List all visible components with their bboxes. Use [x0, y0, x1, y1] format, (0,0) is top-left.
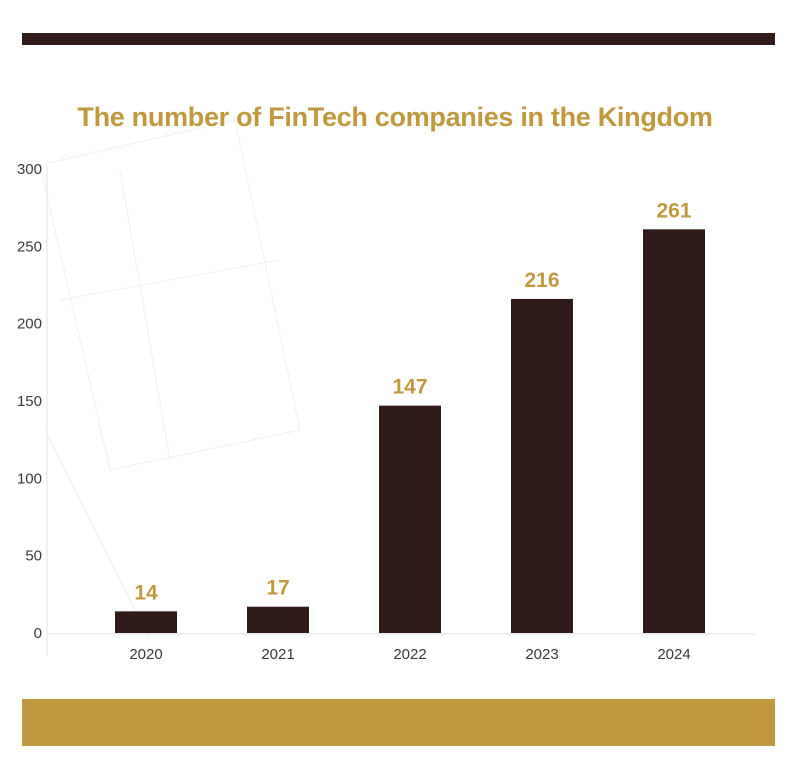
- y-axis: 0 50 100 150 200 250 300: [17, 161, 48, 656]
- y-tick-label: 200: [17, 316, 42, 333]
- y-tick-label: 0: [34, 625, 42, 642]
- bottom-decorative-band: [22, 699, 775, 746]
- x-tick-label-2023: 2023: [525, 646, 558, 663]
- x-tick-label-2020: 2020: [129, 646, 162, 663]
- top-decorative-band: [22, 33, 775, 45]
- x-tick-label-2024: 2024: [657, 646, 690, 663]
- bar-2024: [643, 229, 705, 633]
- data-label-2021: 17: [266, 577, 289, 600]
- bar-2021: [247, 606, 309, 633]
- data-label-2022: 147: [392, 376, 427, 399]
- data-label-2023: 216: [524, 269, 559, 292]
- chart-title: The number of FinTech companies in the K…: [77, 102, 713, 132]
- bar-2022: [379, 405, 441, 633]
- x-tick-label-2022: 2022: [393, 646, 426, 663]
- data-label-2020: 14: [134, 581, 158, 604]
- bar-2020: [115, 611, 177, 633]
- x-axis: 2020 2021 2022 2023 2024: [47, 633, 755, 663]
- y-tick-label: 300: [17, 161, 42, 178]
- y-tick-label: 150: [17, 393, 42, 410]
- data-label-2024: 261: [656, 199, 691, 222]
- data-labels: 14 17 147 216 261: [134, 199, 692, 604]
- y-tick-label: 250: [17, 238, 42, 255]
- bar-2023: [511, 298, 573, 633]
- y-tick-label: 50: [25, 548, 42, 565]
- bars: [115, 229, 705, 633]
- x-tick-label-2021: 2021: [261, 646, 294, 663]
- y-tick-label: 100: [17, 470, 42, 487]
